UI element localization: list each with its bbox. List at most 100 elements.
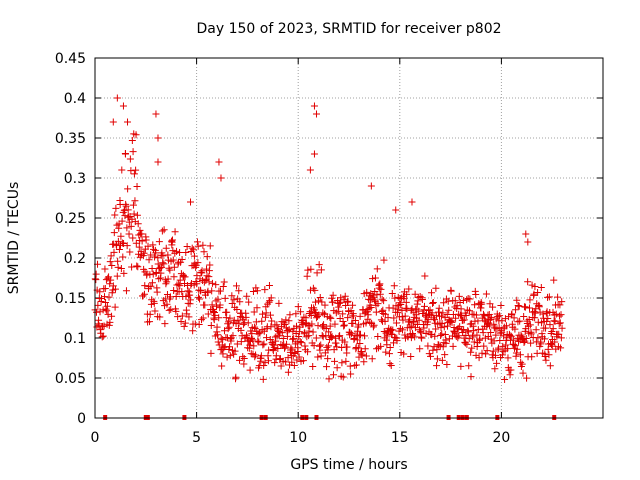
- data-point: [115, 264, 122, 271]
- data-point: [340, 323, 347, 330]
- data-point: [414, 301, 421, 308]
- data-point: [428, 289, 435, 296]
- data-point: [317, 341, 324, 348]
- data-point: [161, 226, 168, 233]
- data-point: [546, 321, 553, 328]
- data-point: [218, 362, 225, 369]
- data-point: [550, 277, 557, 284]
- data-point: [182, 320, 189, 327]
- data-point: [111, 229, 118, 236]
- data-point: [268, 317, 275, 324]
- data-point: [154, 159, 161, 166]
- data-point: [307, 266, 314, 273]
- data-point: [349, 302, 356, 309]
- data-point: [542, 325, 549, 332]
- y-tick-label: 0.45: [55, 51, 86, 67]
- y-tick-label: 0: [77, 411, 86, 427]
- data-point: [129, 235, 136, 242]
- data-point: [524, 239, 531, 246]
- data-point: [266, 282, 273, 289]
- data-point: [122, 151, 129, 158]
- data-point: [146, 318, 153, 325]
- data-point: [410, 318, 417, 325]
- data-point: [516, 318, 523, 325]
- data-point: [215, 159, 222, 166]
- data-point: [538, 284, 545, 291]
- data-point: [395, 294, 402, 301]
- data-point: [341, 322, 348, 329]
- x-tick-label: 5: [192, 430, 201, 446]
- data-point: [189, 245, 196, 252]
- data-point: [182, 249, 189, 256]
- data-point: [207, 242, 214, 249]
- data-point: [206, 261, 213, 268]
- data-point: [189, 327, 196, 334]
- data-point: [482, 350, 489, 357]
- data-point: [472, 291, 479, 298]
- chart-title: Day 150 of 2023, SRMTID for receiver p80…: [196, 21, 501, 37]
- data-point: [336, 333, 343, 340]
- data-point: [200, 314, 207, 321]
- data-point: [271, 359, 278, 366]
- data-point: [457, 363, 464, 370]
- data-point: [418, 335, 425, 342]
- data-point: [431, 316, 438, 323]
- data-point: [114, 258, 121, 265]
- data-point: [263, 334, 270, 341]
- data-point: [111, 212, 118, 219]
- data-point: [221, 279, 228, 286]
- data-point: [407, 353, 414, 360]
- data-point: [448, 288, 455, 295]
- data-point: [526, 296, 533, 303]
- data-point: [201, 248, 208, 255]
- data-point: [438, 324, 445, 331]
- data-point: [558, 298, 565, 305]
- data-point: [174, 313, 181, 320]
- data-point: [154, 135, 161, 142]
- data-point: [176, 249, 183, 256]
- data-point: [143, 237, 150, 244]
- data-point: [272, 338, 279, 345]
- data-point: [99, 333, 106, 340]
- data-point: [493, 360, 500, 367]
- y-tick-label: 0.25: [55, 211, 86, 227]
- data-point: [391, 282, 398, 289]
- data-point: [467, 349, 474, 356]
- data-point: [126, 248, 133, 255]
- data-point: [149, 265, 156, 272]
- data-point: [392, 207, 399, 214]
- data-point: [93, 271, 100, 278]
- data-point: [321, 302, 328, 309]
- data-point: [154, 289, 161, 296]
- data-point: [124, 119, 131, 126]
- data-point: [526, 305, 533, 312]
- data-point: [171, 264, 178, 271]
- data-point: [166, 267, 173, 274]
- data-point: [108, 262, 115, 269]
- data-point: [120, 103, 127, 110]
- data-point: [510, 341, 517, 348]
- data-point: [101, 266, 108, 273]
- data-point: [314, 269, 321, 276]
- data-point: [195, 294, 202, 301]
- data-point: [547, 362, 554, 369]
- data-point: [232, 374, 239, 381]
- data-point: [421, 273, 428, 280]
- data-point: [204, 253, 211, 260]
- data-point: [522, 231, 529, 238]
- data-point: [226, 324, 233, 331]
- data-point: [107, 258, 114, 265]
- data-point: [357, 332, 364, 339]
- data-point: [239, 353, 246, 360]
- data-point: [314, 353, 321, 360]
- data-point: [317, 294, 324, 301]
- data-point: [304, 273, 311, 280]
- data-point: [517, 351, 524, 358]
- data-point: [124, 185, 131, 192]
- x-tick-label: 0: [91, 430, 100, 446]
- data-point: [497, 302, 504, 309]
- data-point: [208, 287, 215, 294]
- data-point: [166, 307, 173, 314]
- data-point: [424, 343, 431, 350]
- data-point: [182, 273, 189, 280]
